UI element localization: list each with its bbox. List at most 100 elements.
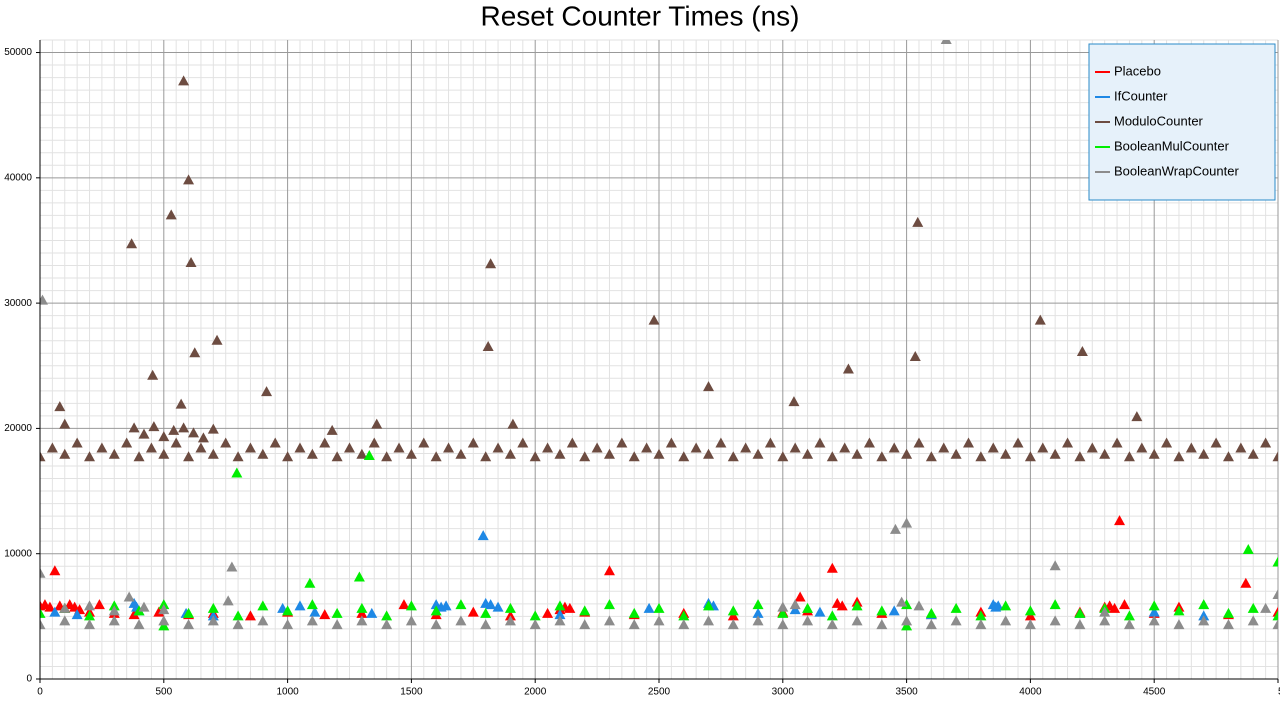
point	[752, 607, 764, 618]
point	[876, 619, 888, 630]
point	[207, 602, 219, 613]
point	[727, 605, 739, 616]
point	[1148, 606, 1160, 617]
point	[1148, 448, 1160, 459]
point	[507, 418, 519, 429]
point	[222, 595, 234, 606]
point	[752, 448, 764, 459]
y-tick-label: 0	[26, 674, 32, 685]
point	[71, 609, 83, 620]
x-tick-label: 3500	[895, 687, 918, 698]
point	[975, 451, 987, 462]
point	[393, 442, 405, 453]
point	[542, 442, 554, 453]
point	[1024, 451, 1036, 462]
point	[331, 619, 343, 630]
point	[430, 619, 442, 630]
point	[153, 606, 165, 617]
point	[108, 605, 120, 616]
point	[1024, 605, 1036, 616]
point	[485, 258, 497, 269]
point	[158, 615, 170, 626]
point	[188, 427, 200, 438]
point	[46, 442, 58, 453]
point	[133, 619, 145, 630]
point	[777, 451, 789, 462]
point	[1173, 605, 1185, 616]
point	[1247, 602, 1259, 613]
point	[84, 610, 96, 621]
y-tick-label: 20000	[4, 423, 32, 434]
point	[356, 615, 368, 626]
point	[492, 442, 504, 453]
point	[1123, 619, 1135, 630]
point	[108, 600, 120, 611]
point	[789, 442, 801, 453]
point	[901, 448, 913, 459]
x-tick-label: 3000	[772, 687, 795, 698]
point	[158, 431, 170, 442]
point	[1198, 615, 1210, 626]
point	[480, 619, 492, 630]
point	[1272, 451, 1278, 462]
point	[1173, 451, 1185, 462]
point	[542, 607, 554, 618]
point	[826, 451, 838, 462]
point	[777, 619, 789, 630]
point	[1118, 599, 1130, 610]
point	[789, 599, 801, 610]
point	[1024, 619, 1036, 630]
point	[1148, 600, 1160, 611]
point	[1240, 577, 1252, 588]
point	[554, 448, 566, 459]
point	[353, 571, 365, 582]
point	[603, 599, 615, 610]
point	[165, 209, 177, 220]
point	[185, 257, 197, 268]
point	[168, 424, 180, 435]
point	[851, 615, 863, 626]
point	[1099, 606, 1111, 617]
point	[727, 619, 739, 630]
point	[443, 442, 455, 453]
points	[40, 40, 1278, 631]
point	[381, 610, 393, 621]
point	[1074, 451, 1086, 462]
point	[282, 605, 294, 616]
point	[1111, 437, 1123, 448]
point	[913, 437, 925, 448]
point	[220, 437, 232, 448]
point	[1260, 602, 1272, 613]
point	[1000, 448, 1012, 459]
point	[987, 442, 999, 453]
point	[950, 448, 962, 459]
point	[366, 607, 378, 618]
point	[440, 600, 452, 611]
point	[319, 609, 331, 620]
point	[802, 615, 814, 626]
point	[643, 602, 655, 613]
point	[455, 448, 467, 459]
point	[480, 607, 492, 618]
point	[261, 386, 273, 397]
point	[925, 619, 937, 630]
point	[40, 294, 48, 305]
point	[591, 442, 603, 453]
point	[294, 600, 306, 611]
point	[40, 567, 46, 578]
point	[148, 421, 160, 432]
point	[232, 619, 244, 630]
point	[888, 442, 900, 453]
point	[788, 396, 800, 407]
legend: Placebo IfCounter ModuloCounter BooleanMulC…	[1088, 43, 1276, 201]
point	[331, 607, 343, 618]
point	[504, 610, 516, 621]
point	[616, 437, 628, 448]
x-tick-label: 1000	[276, 687, 299, 698]
point	[901, 615, 913, 626]
point	[84, 600, 96, 611]
point	[133, 451, 145, 462]
point	[648, 314, 660, 325]
point	[1074, 607, 1086, 618]
